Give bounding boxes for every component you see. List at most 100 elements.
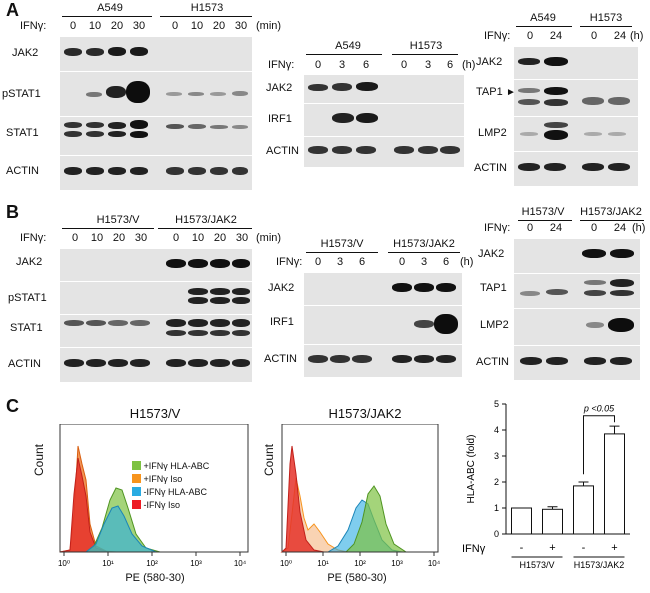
- band: [130, 167, 148, 175]
- row-label-actin: ACTIN: [476, 356, 509, 368]
- treatment-sign: +: [611, 542, 617, 554]
- bars: [511, 425, 625, 535]
- band: [232, 359, 250, 367]
- band: [608, 97, 630, 105]
- band: [582, 97, 604, 105]
- row-label-jak2: JAK2: [266, 82, 293, 94]
- group-underline: [160, 16, 252, 17]
- x-axis-label: PE (580-30): [327, 572, 387, 584]
- group-underline: [392, 54, 458, 55]
- band: [332, 83, 352, 91]
- time-label: 6: [442, 256, 450, 268]
- bar: [511, 507, 532, 535]
- band: [356, 146, 376, 154]
- band: [166, 359, 186, 367]
- p-value-label: p <0.05: [583, 404, 615, 414]
- row-label-actin: ACTIN: [6, 165, 39, 177]
- band: [210, 259, 230, 268]
- treatment-sign: -: [520, 542, 524, 554]
- time-unit: (h): [632, 222, 646, 234]
- band: [210, 359, 230, 367]
- band: [166, 167, 184, 175]
- time-label: 10: [190, 20, 204, 32]
- time-unit: (min): [256, 20, 282, 32]
- error-bar: [547, 506, 558, 510]
- group-underline: [62, 16, 152, 17]
- treatment-sign: -: [582, 542, 586, 554]
- y-tick-label: 5: [494, 399, 499, 409]
- treatment-label: IFNγ:: [268, 59, 295, 71]
- treatment-label: IFNγ: [462, 543, 486, 555]
- y-tick-label: 4: [494, 425, 499, 435]
- band: [232, 297, 250, 304]
- x-axis-label: PE (580-30): [125, 572, 185, 584]
- group-label-h1573-v: H1573/V: [320, 238, 364, 250]
- band: [520, 291, 540, 296]
- band: [86, 48, 104, 56]
- time-unit: (h): [462, 59, 476, 71]
- treatment-label: IFNγ:: [484, 222, 511, 234]
- legend-label: +IFNγ HLA-ABC: [143, 461, 210, 471]
- band: [130, 359, 150, 367]
- row-label-stat1: STAT1: [10, 322, 43, 334]
- band: [108, 359, 128, 367]
- time-label: 0: [69, 20, 77, 32]
- y-tick-label: 3: [494, 451, 499, 461]
- band: [108, 167, 126, 175]
- row-label-irf1: IRF1: [268, 113, 292, 125]
- blot-jak2: [60, 36, 252, 71]
- y-tick-label: 0: [494, 529, 499, 539]
- histogram-title: H1573/JAK2: [328, 406, 402, 421]
- y-tick-label: 2: [494, 477, 499, 487]
- band: [520, 357, 542, 365]
- group-underline: [158, 228, 252, 229]
- band: [518, 163, 540, 171]
- band: [86, 122, 104, 128]
- panel-label-c: C: [6, 396, 19, 416]
- band: [232, 288, 250, 295]
- band: [210, 125, 228, 129]
- band: [232, 259, 250, 268]
- band: [232, 330, 250, 336]
- time-unit: (h): [460, 256, 474, 268]
- legend-item: +IFNγ HLA-ABC: [132, 460, 209, 473]
- time-label: 6: [358, 256, 366, 268]
- band: [86, 131, 104, 137]
- band: [166, 330, 186, 336]
- band: [440, 146, 460, 154]
- histogram-jak2-plot: 10⁰ 10¹ 10² 10³ 10⁴: [280, 424, 441, 568]
- band: [232, 319, 250, 327]
- band: [210, 167, 228, 175]
- band: [106, 86, 126, 98]
- time-label: 24: [549, 30, 563, 42]
- time-label: 0: [172, 232, 180, 244]
- band: [64, 320, 84, 326]
- band: [64, 122, 82, 128]
- group-underline: [518, 220, 572, 221]
- row-label-jak2: JAK2: [12, 47, 39, 59]
- group-label-h1573-jak2: H1573/JAK2: [580, 206, 642, 218]
- band: [332, 146, 352, 154]
- time-label: 0: [590, 30, 598, 42]
- group-label-a549: A549: [530, 12, 556, 24]
- band: [544, 122, 568, 128]
- time-label: 24: [613, 30, 627, 42]
- y-tick-label: 1: [494, 503, 499, 513]
- band: [544, 130, 568, 140]
- band: [108, 320, 128, 326]
- band: [392, 355, 412, 363]
- band: [210, 330, 230, 336]
- time-label: 30: [132, 20, 146, 32]
- band: [414, 320, 434, 328]
- histogram-v-plot: 10⁰ 10¹ 10² 10³ 10⁴: [58, 424, 249, 568]
- row-label-jak2: JAK2: [268, 282, 295, 294]
- row-label-actin: ACTIN: [474, 162, 507, 174]
- group-label-h1573-jak2: H1573/JAK2: [175, 214, 237, 226]
- band: [394, 146, 414, 154]
- time-label: 0: [71, 232, 79, 244]
- time-label: 0: [398, 256, 406, 268]
- band: [544, 99, 568, 106]
- group-underline: [62, 228, 154, 229]
- histogram-title: H1573/V: [129, 406, 181, 421]
- panel-label-b: B: [6, 202, 19, 222]
